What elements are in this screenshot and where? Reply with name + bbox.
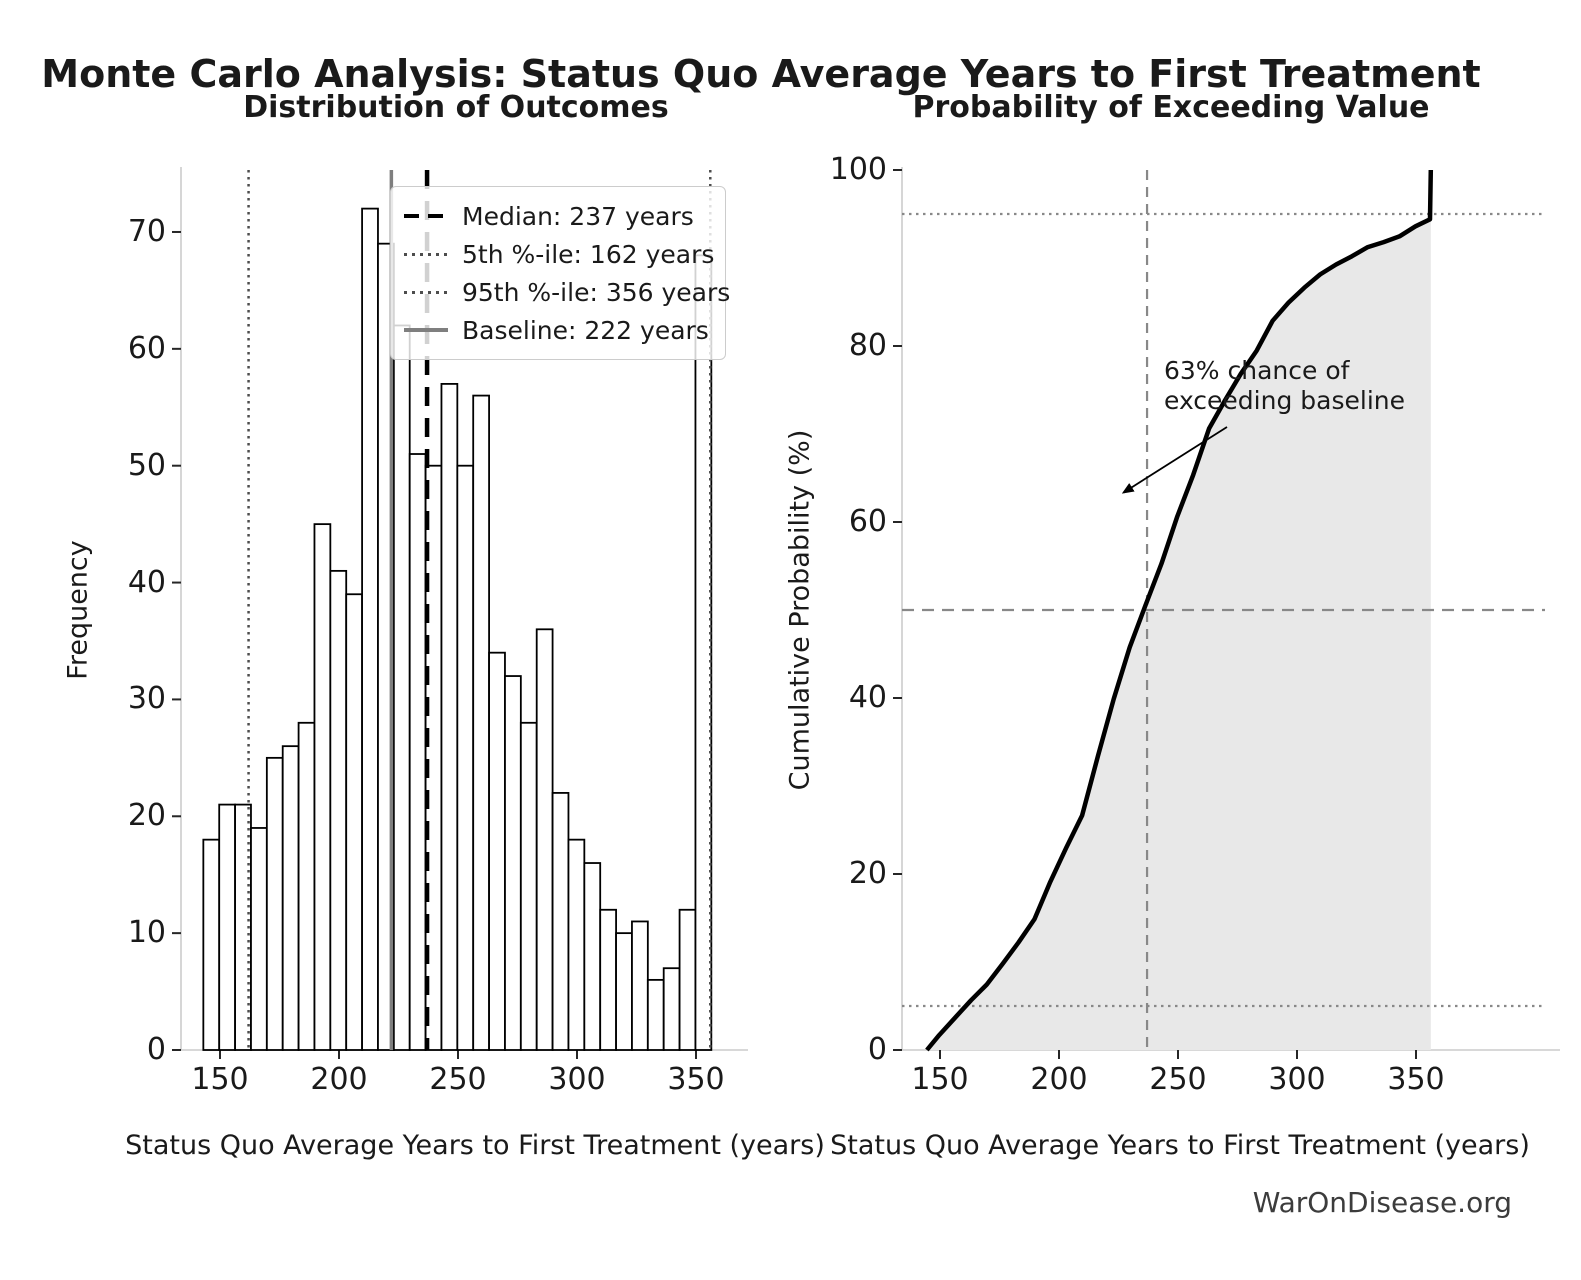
histogram-bar [472,394,490,1051]
histogram-bar [551,792,570,1051]
watermark: WarOnDisease.org [1252,1186,1512,1219]
x-tick-label: 300 [1268,1062,1326,1097]
histogram-bar [567,838,586,1051]
y-tick-label: 100 [829,152,887,187]
legend-item-median: Median: 237 years [404,197,709,235]
y-tick-label: 50 [127,447,166,483]
y-tick-label: 30 [127,681,166,717]
x-tick-label: 150 [191,1062,249,1097]
cdf-curve [925,169,1434,1052]
solid-line-icon [404,328,448,332]
histogram-bar [678,908,697,1051]
histogram-bar [202,838,221,1051]
dotted-line-icon [404,252,448,256]
histogram-bar [456,464,475,1051]
y-tick-label: 0 [867,1032,887,1067]
y-tick-label: 20 [848,856,887,891]
y-tick-label: 0 [146,1032,166,1067]
legend-item-5th-percentile: 5th %-ile: 162 years [404,235,714,273]
y-tick-label: 60 [127,330,166,366]
histogram-bar [250,827,268,1051]
y-tick-label: 60 [848,504,887,539]
left-plot-title: Distribution of Outcomes [243,90,669,125]
histogram-bar [488,651,506,1051]
legend-label: 95th %-ile: 356 years [462,277,731,307]
y-tick-label: 20 [127,798,166,834]
y-tick-label: 40 [127,564,166,600]
histogram-bar [408,453,427,1051]
histogram-bar [694,254,713,1051]
x-tick-label: 200 [310,1062,368,1097]
dotted-line-icon [404,290,448,294]
annotation-line2: exceeding baseline [1164,386,1405,415]
y-tick-label: 70 [127,213,166,249]
figure-title: Monte Carlo Analysis: Status Quo Average… [41,52,1481,96]
histogram-bar [281,745,300,1051]
histogram-bar [440,382,459,1051]
annotation-line1: 63% chance of [1164,356,1350,385]
legend-label: Baseline: 222 years [462,315,709,345]
histogram-bar [599,908,617,1051]
x-tick-label: 250 [1149,1062,1207,1097]
histogram-bar [329,569,348,1051]
x-tick-label: 250 [429,1062,487,1097]
legend-item-95th-percentile: 95th %-ile: 356 years [404,273,730,311]
x-tick-label: 200 [1030,1062,1088,1097]
histogram-bar [504,675,522,1051]
histogram-bar [662,967,681,1051]
left-x-axis-label: Status Quo Average Years to First Treatm… [125,1130,825,1161]
histogram-bar [631,920,649,1051]
right-x-axis-label: Status Quo Average Years to First Treatm… [830,1130,1530,1161]
left-y-axis-label: Frequency [62,540,94,680]
legend-label: 5th %-ile: 162 years [462,239,715,269]
legend-label: Median: 237 years [462,201,694,231]
right-y-axis-label: Cumulative Probability (%) [784,429,816,791]
histogram-bar [361,207,379,1051]
histogram-bar [583,862,602,1051]
x-tick-label: 350 [1387,1062,1445,1097]
annotation-exceed-baseline: 63% chance of exceeding baseline [1164,356,1405,416]
legend: Median: 237 years 5th %-ile: 162 years 9… [390,186,730,360]
x-tick-label: 150 [911,1062,969,1097]
y-tick-label: 40 [848,680,887,715]
histogram-bar [345,593,363,1051]
histogram-bar [313,523,332,1051]
y-tick-label: 10 [127,915,166,951]
histogram-bar [297,721,316,1051]
y-tick-label: 80 [848,328,887,363]
legend-item-baseline: Baseline: 222 years [404,311,709,349]
dashed-line-icon [404,214,448,218]
right-plot-title: Probability of Exceeding Value [912,90,1430,125]
histogram-bar [218,803,236,1051]
annotation-arrow [1121,426,1228,494]
histogram-bar [615,932,633,1051]
histogram-bar [646,978,665,1051]
histogram-bar [392,324,411,1051]
histogram-bar [265,756,284,1051]
histogram-bar [519,721,538,1051]
histogram-bar [535,628,554,1051]
cdf-area [926,170,1431,1050]
x-tick-label: 350 [667,1062,725,1097]
x-tick-label: 300 [548,1062,606,1097]
